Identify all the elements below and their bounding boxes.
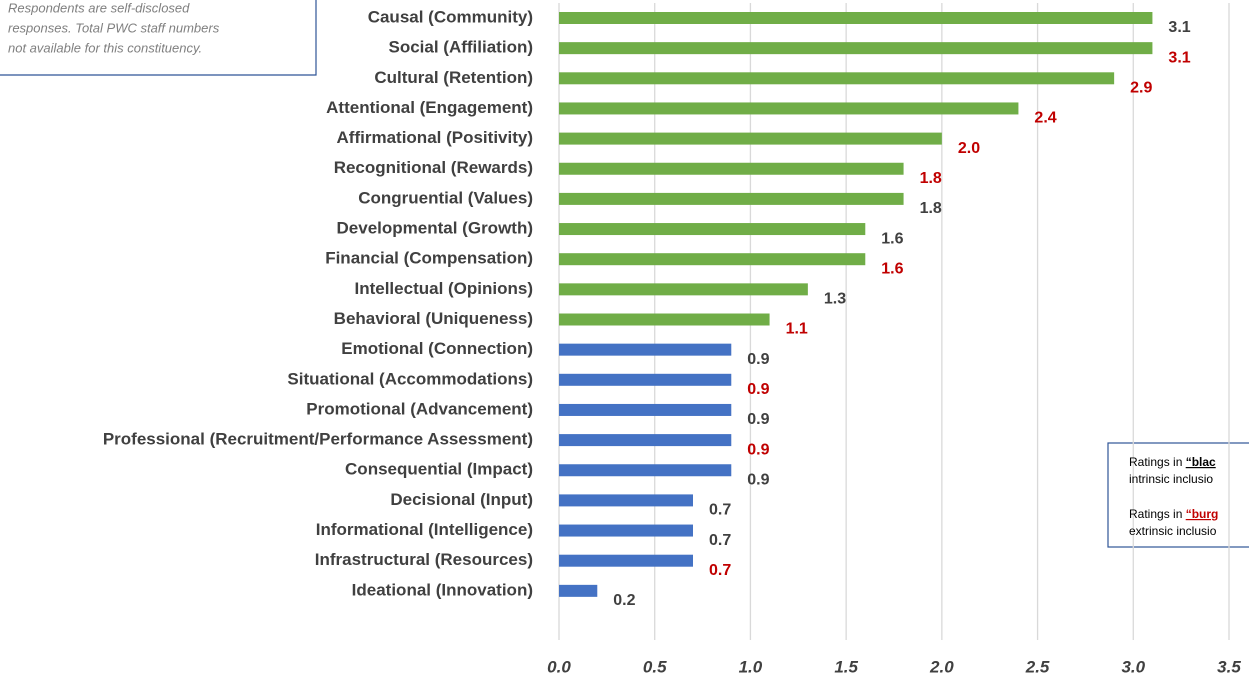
value-label: 1.8 [920, 170, 942, 187]
bar [559, 102, 1019, 115]
y-tick-label: Cultural (Retention) [374, 68, 533, 87]
note-text: Respondents are self-disclosed [8, 0, 190, 15]
legend-text: Ratings in “blac [1129, 455, 1216, 469]
x-tick-label: 2.0 [929, 657, 954, 676]
bar [559, 253, 866, 266]
x-tick-label: 0.5 [643, 657, 667, 676]
bar [559, 12, 1153, 24]
bar [559, 72, 1115, 85]
bar [559, 464, 732, 477]
bar [559, 283, 808, 296]
legend-text: Ratings in “burg [1129, 507, 1218, 521]
value-label: 0.7 [709, 502, 731, 519]
legend-lead: Ratings in [1129, 455, 1186, 469]
legend-text: intrinsic inclusio [1129, 472, 1213, 486]
value-label: 0.9 [747, 471, 769, 488]
y-tick-label: Social (Affiliation) [389, 38, 534, 57]
note-text: responses. Total PWC staff numbers [8, 20, 220, 35]
bar [559, 373, 732, 386]
y-tick-label: Affirmational (Positivity) [337, 128, 533, 147]
value-label: 3.1 [1168, 49, 1190, 66]
y-tick-label: Infrastructural (Resources) [315, 550, 533, 569]
y-tick-label: Professional (Recruitment/Performance As… [103, 430, 533, 449]
legend-key: “burg [1186, 507, 1219, 521]
bar [559, 434, 732, 447]
value-label: 0.7 [709, 532, 731, 549]
bar [559, 192, 904, 205]
note-box [0, 0, 317, 76]
y-tick-label: Causal (Community) [368, 7, 533, 26]
bar [559, 132, 942, 145]
value-label: 1.6 [881, 260, 903, 277]
y-tick-label: Situational (Accommodations) [287, 369, 533, 388]
value-label: 3.1 [1168, 19, 1190, 36]
legend-text: extrinsic inclusio [1129, 524, 1217, 538]
legend-key: “blac [1186, 455, 1216, 469]
value-label: 0.9 [747, 411, 769, 428]
value-label: 0.7 [709, 562, 731, 579]
y-tick-label: Behavioral (Uniqueness) [334, 309, 533, 328]
bar [559, 313, 770, 326]
bar [559, 524, 693, 537]
y-tick-label: Emotional (Connection) [341, 339, 533, 358]
legend-box [1107, 442, 1249, 548]
y-tick-label: Intellectual (Opinions) [354, 279, 533, 298]
x-tick-label: 0.0 [547, 657, 571, 676]
value-label: 0.9 [747, 441, 769, 458]
value-label: 1.8 [920, 200, 942, 217]
bar [559, 223, 866, 236]
y-tick-label: Ideational (Innovation) [352, 580, 533, 599]
y-tick-label: Decisional (Input) [390, 490, 533, 509]
value-label: 0.9 [747, 381, 769, 398]
legend-lead: Ratings in [1129, 507, 1186, 521]
x-tick-label: 2.5 [1025, 657, 1050, 676]
y-tick-label: Consequential (Impact) [345, 460, 533, 479]
y-tick-label: Recognitional (Rewards) [334, 158, 533, 177]
x-tick-label: 1.0 [739, 657, 763, 676]
bar [559, 554, 693, 567]
x-tick-label: 3.0 [1121, 657, 1145, 676]
bar [559, 343, 732, 356]
value-label: 1.1 [786, 321, 808, 338]
value-label: 2.0 [958, 140, 980, 157]
x-tick-label: 3.5 [1217, 657, 1241, 676]
value-label: 1.6 [881, 230, 903, 247]
bar [559, 403, 732, 416]
y-tick-label: Congruential (Values) [358, 188, 533, 207]
value-label: 0.2 [613, 592, 635, 609]
y-tick-label: Promotional (Advancement) [306, 399, 533, 418]
value-label: 2.4 [1034, 110, 1056, 127]
note-text: not available for this constituency. [8, 40, 202, 55]
bar [559, 42, 1153, 55]
value-label: 0.9 [747, 351, 769, 368]
value-label: 2.9 [1130, 80, 1152, 97]
y-tick-label: Financial (Compensation) [325, 249, 533, 268]
y-tick-label: Developmental (Growth) [337, 219, 533, 238]
bar [559, 584, 598, 597]
x-tick-label: 1.5 [834, 657, 858, 676]
bar [559, 494, 693, 507]
value-label: 1.3 [824, 291, 846, 308]
y-tick-label: Informational (Intelligence) [316, 520, 533, 539]
bar [559, 162, 904, 175]
y-tick-label: Attentional (Engagement) [326, 98, 533, 117]
